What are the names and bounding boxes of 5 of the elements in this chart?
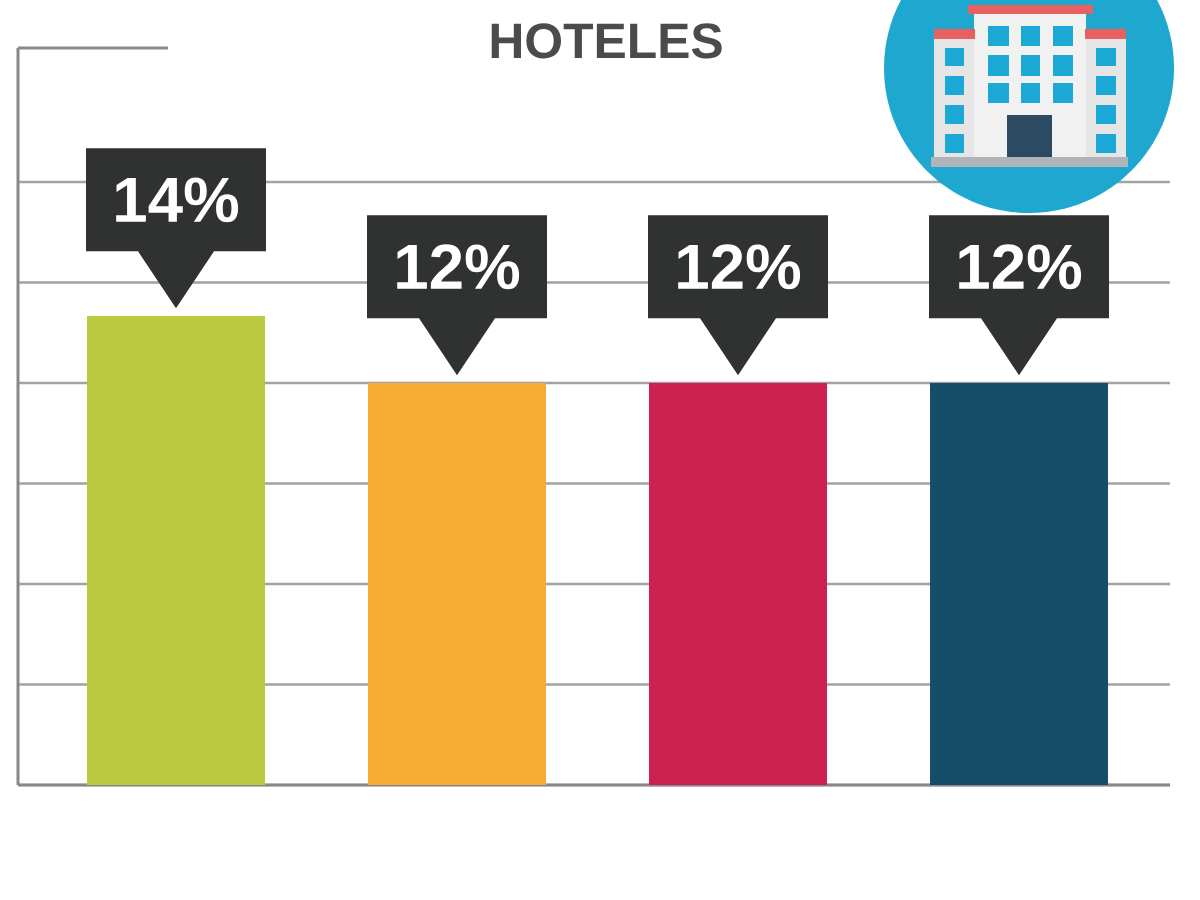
data-label: 12% xyxy=(959,244,1082,290)
data-label: 12% xyxy=(678,244,801,290)
data-label: 14% xyxy=(116,177,239,223)
chart-title: HOTELES xyxy=(491,23,722,59)
data-label: 12% xyxy=(397,244,520,290)
